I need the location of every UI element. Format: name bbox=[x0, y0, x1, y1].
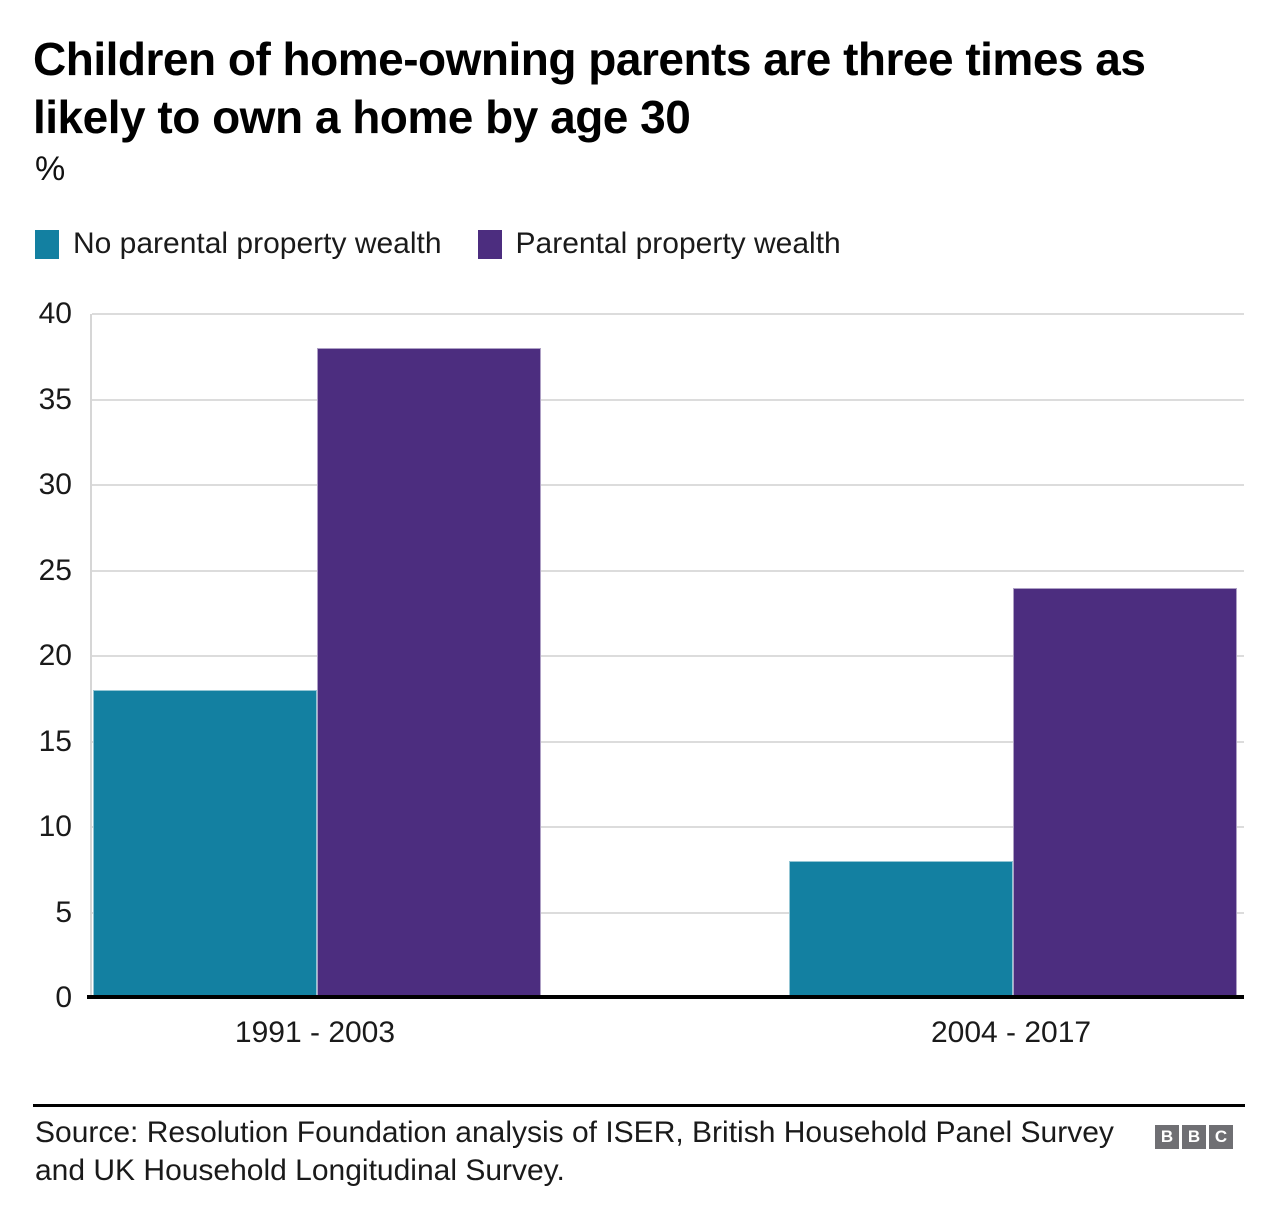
legend-swatch-purple bbox=[477, 229, 502, 259]
legend-label: Parental property wealth bbox=[515, 227, 841, 260]
bar-chart: 0 5 10 15 20 25 30 35 40 1991 - 2003 2004 - 2017 bbox=[0, 298, 1244, 1049]
gridline-35 bbox=[92, 398, 1244, 401]
y-tick-label-40: 40 bbox=[38, 297, 72, 330]
bar-parental-property-wealth-2004-2017 bbox=[1013, 587, 1238, 998]
y-tick-label-35: 35 bbox=[38, 382, 72, 416]
x-axis-line bbox=[87, 995, 1244, 999]
gridline-30 bbox=[92, 484, 1244, 486]
x-tick-label-2004-2017: 2004 - 2017 bbox=[930, 1016, 1092, 1049]
y-tick-label-10: 10 bbox=[38, 810, 72, 843]
gridline-5 bbox=[92, 911, 1244, 914]
plot-area bbox=[90, 313, 1244, 998]
y-tick-label-25: 25 bbox=[38, 553, 72, 587]
legend-swatch-teal bbox=[35, 229, 59, 259]
chart-title: Children of home-owning parents are thre… bbox=[33, 33, 1146, 143]
legend-item-parental-property-wealth: Parental property wealth bbox=[477, 227, 841, 261]
gridline-40 bbox=[92, 313, 1244, 315]
legend-item-no-parental-property-wealth: No parental property wealth bbox=[35, 227, 442, 261]
gridline-20 bbox=[92, 655, 1244, 657]
y-tick-label-20: 20 bbox=[38, 639, 72, 672]
bbc-logo-block-c: C bbox=[1209, 1125, 1233, 1149]
gridline-25 bbox=[92, 569, 1244, 572]
bar-no-parental-property-wealth-1991-2003 bbox=[92, 690, 317, 998]
legend-label: No parental property wealth bbox=[73, 227, 442, 260]
legend: No parental property wealth Parental pro… bbox=[35, 227, 841, 261]
bar-no-parental-property-wealth-2004-2017 bbox=[789, 861, 1014, 998]
y-tick-label-0: 0 bbox=[55, 981, 72, 1014]
gridline-15 bbox=[92, 740, 1244, 743]
y-tick-label-5: 5 bbox=[55, 895, 72, 929]
gridline-10 bbox=[92, 826, 1244, 828]
y-tick-label-15: 15 bbox=[38, 724, 72, 758]
y-axis-unit-label: % bbox=[35, 150, 66, 188]
y-tick-label-30: 30 bbox=[38, 468, 72, 501]
bbc-logo-block-b: B bbox=[1182, 1125, 1206, 1149]
bbc-logo-block-b: B bbox=[1155, 1125, 1179, 1149]
source-text: Source: Resolution Foundation analysis o… bbox=[35, 1116, 1114, 1187]
bar-parental-property-wealth-1991-2003 bbox=[316, 348, 541, 998]
footer-divider bbox=[33, 1104, 1245, 1107]
x-tick-label-1991-2003: 1991 - 2003 bbox=[234, 1016, 396, 1049]
